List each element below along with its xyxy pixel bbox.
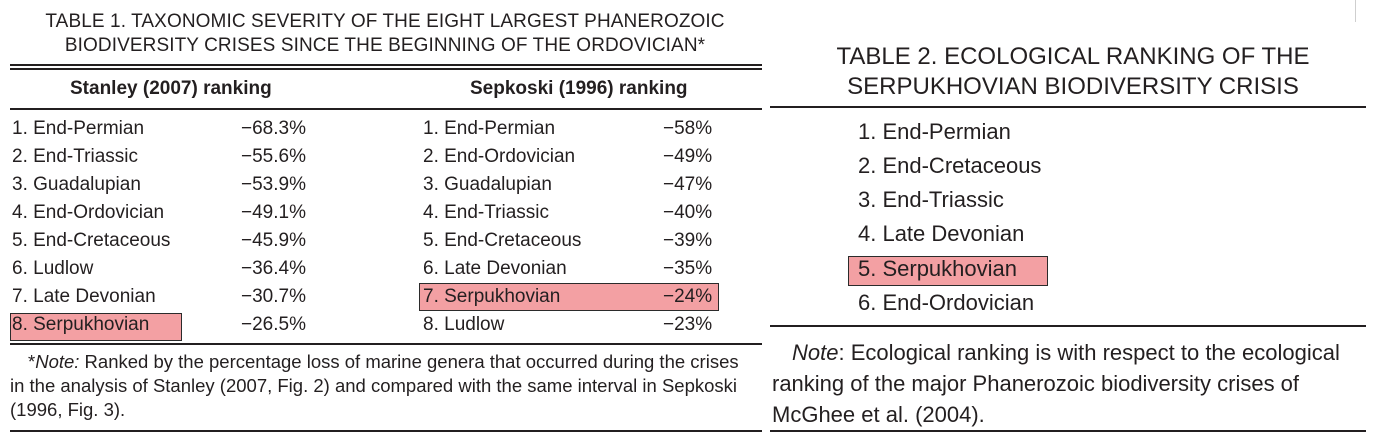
- sepkoski-crisis-value: −49%: [663, 146, 713, 167]
- stanley-crisis-value: −30.7%: [241, 286, 306, 307]
- stanley-crisis-name: 3. Guadalupian: [12, 174, 141, 195]
- stanley-crisis-value: −36.4%: [241, 258, 306, 279]
- stanley-serpukhovian-highlight: [10, 313, 182, 341]
- stanley-ranking-header: Stanley (2007) ranking: [70, 78, 272, 99]
- table2-title: TABLE 2. ECOLOGICAL RANKING OF THE SERPU…: [770, 42, 1376, 102]
- stanley-crisis-name: 6. Ludlow: [12, 258, 94, 279]
- table-row: 3. Guadalupian −47%: [423, 171, 723, 199]
- table-row: 8. Serpukhovian −26.5%: [12, 311, 332, 339]
- stanley-crisis-value: −49.1%: [241, 202, 306, 223]
- table2-title-line1: TABLE 2. ECOLOGICAL RANKING OF THE: [836, 43, 1310, 70]
- table-row: 2. End-Triassic −55.6%: [12, 143, 332, 171]
- sepkoski-crisis-name: 3. Guadalupian: [423, 174, 552, 195]
- table1-title-line1: TABLE 1. TAXONOMIC SEVERITY OF THE EIGHT…: [45, 11, 725, 32]
- table-row: 4. End-Triassic −40%: [423, 199, 723, 227]
- table2-title-line2: SERPUKHOVIAN BIODIVERSITY CRISIS: [847, 73, 1299, 100]
- list-item: 2. End-Cretaceous: [858, 153, 1042, 178]
- table-row: 1. End-Permian −58%: [423, 115, 723, 143]
- stanley-crisis-name: 8. Serpukhovian: [12, 314, 150, 335]
- table1-top-rule-1: [10, 64, 762, 66]
- sepkoski-crisis-name: 4. End-Triassic: [423, 202, 549, 223]
- sepkoski-crisis-name: 1. End-Permian: [423, 118, 556, 139]
- sepkoski-crisis-value: −24%: [663, 286, 713, 307]
- table1-bottom-rule: [10, 430, 762, 432]
- list-item: 3. End-Triassic: [858, 187, 1004, 212]
- table2-top-rule: [770, 106, 1366, 108]
- table2-bottom-rule: [770, 430, 1366, 432]
- stanley-crisis-value: −26.5%: [241, 314, 306, 335]
- sepkoski-crisis-value: −23%: [663, 314, 713, 335]
- stanley-crisis-value: −45.9%: [241, 230, 306, 251]
- table1-top-rule-2: [10, 68, 762, 70]
- sepkoski-crisis-value: −47%: [663, 174, 713, 195]
- table1-header-rule: [10, 108, 762, 110]
- table-row: 4. End-Ordovician −49.1%: [12, 199, 332, 227]
- stanley-crisis-value: −68.3%: [241, 118, 306, 139]
- table-row: 2. End-Ordovician −49%: [423, 143, 723, 171]
- list-item: 4. Late Devonian: [858, 221, 1025, 246]
- sepkoski-crisis-value: −39%: [663, 230, 713, 251]
- table2-note-text: : Ecological ranking is with respect to …: [772, 340, 1340, 427]
- table-row: 5. End-Cretaceous −45.9%: [12, 227, 332, 255]
- sepkoski-serpukhovian-highlight: [419, 283, 719, 311]
- table-row: 7. Serpukhovian −24%: [423, 283, 723, 311]
- table1-footnote: *Note: Ranked by the percentage loss of …: [10, 350, 755, 422]
- sepkoski-crisis-name: 6. Late Devonian: [423, 258, 567, 279]
- stanley-crisis-name: 2. End-Triassic: [12, 146, 138, 167]
- serpukhovian-ecological-highlight: [848, 256, 1048, 286]
- sepkoski-crisis-name: 2. End-Ordovician: [423, 146, 576, 167]
- stanley-crisis-name: 1. End-Permian: [12, 118, 145, 139]
- sepkoski-crisis-value: −58%: [663, 118, 713, 139]
- table-row: 1. End-Permian −68.3%: [12, 115, 332, 143]
- table2-footnote: Note: Ecological ranking is with respect…: [772, 337, 1362, 430]
- stanley-crisis-value: −55.6%: [241, 146, 306, 167]
- table-row: 6. Ludlow −36.4%: [12, 255, 332, 283]
- table1-body-bottom-rule: [10, 343, 762, 345]
- stanley-crisis-name: 7. Late Devonian: [12, 286, 156, 307]
- sepkoski-crisis-name: 5. End-Cretaceous: [423, 230, 582, 251]
- sepkoski-crisis-value: −35%: [663, 258, 713, 279]
- table1-title: TABLE 1. TAXONOMIC SEVERITY OF THE EIGHT…: [0, 10, 770, 58]
- stanley-crisis-name: 5. End-Cretaceous: [12, 230, 171, 251]
- page-edge-mark: [1355, 0, 1356, 22]
- sepkoski-crisis-name: 8. Ludlow: [423, 314, 505, 335]
- table-row: 7. Late Devonian −30.7%: [12, 283, 332, 311]
- sepkoski-ranking-header: Sepkoski (1996) ranking: [470, 78, 688, 99]
- list-item: 6. End-Ordovician: [858, 290, 1035, 315]
- stanley-crisis-value: −53.9%: [241, 174, 306, 195]
- footnote-text: Ranked by the percentage loss of marine …: [10, 351, 739, 420]
- sepkoski-crisis-name: 7. Serpukhovian: [423, 286, 561, 307]
- stanley-crisis-name: 4. End-Ordovician: [12, 202, 165, 223]
- table1-title-line2: BIODIVERSITY CRISES SINCE THE BEGINNING …: [64, 35, 706, 56]
- table2-body-bottom-rule: [770, 325, 1366, 327]
- table-row: 5. End-Cretaceous −39%: [423, 227, 723, 255]
- table2-note-label: Note: [792, 340, 839, 365]
- footnote-note-label: Note:: [35, 351, 80, 372]
- table-row: 8. Ludlow −23%: [423, 311, 723, 339]
- list-item: 5. Serpukhovian: [858, 256, 1017, 281]
- table-row: 3. Guadalupian −53.9%: [12, 171, 332, 199]
- list-item: 1. End-Permian: [858, 119, 1011, 144]
- sepkoski-crisis-value: −40%: [663, 202, 713, 223]
- footnote-asterisk: *: [28, 351, 36, 372]
- table-row: 6. Late Devonian −35%: [423, 255, 723, 283]
